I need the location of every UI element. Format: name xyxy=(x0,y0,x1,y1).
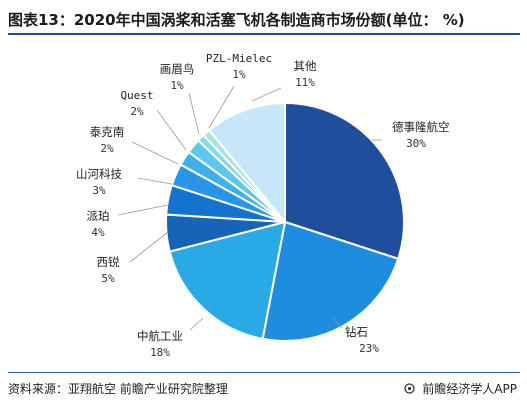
leader-line xyxy=(208,85,235,129)
slice-label: 德事隆航空 xyxy=(392,120,450,134)
leader-line xyxy=(332,317,343,329)
slice-label: 西锐 xyxy=(97,255,120,269)
leader-line xyxy=(131,141,179,165)
title-divider xyxy=(8,33,520,35)
slice-value-label: 2% xyxy=(130,105,144,118)
pie-slice xyxy=(284,101,405,261)
leader-line xyxy=(129,231,169,263)
slice-value-label: 4% xyxy=(91,226,105,239)
leader-line xyxy=(137,177,173,185)
leader-line xyxy=(189,317,204,331)
slice-value-label: 18% xyxy=(150,346,170,359)
slice-label: 画眉鸟 xyxy=(160,62,195,76)
slice-label: 其他 xyxy=(294,59,317,73)
slice-value-label: 2% xyxy=(100,142,114,155)
slice-label: 派珀 xyxy=(87,209,110,223)
slice-value-label: 3% xyxy=(92,184,106,197)
circle-logo-icon xyxy=(404,382,419,396)
slice-value-label: 30% xyxy=(406,137,426,150)
brand-name: 前瞻经济学人APP xyxy=(422,382,517,396)
source-note: 资料来源：亚翔航空 前瞻产业研究院整理 xyxy=(8,382,228,396)
slice-label: Quest xyxy=(120,89,153,102)
leader-line xyxy=(156,109,187,151)
chart-title: 图表13：2020年中国涡桨和活塞飞机各制造商市场份额(单位： %) xyxy=(8,11,465,29)
slice-value-label: 5% xyxy=(101,272,115,285)
pie-slice xyxy=(261,220,400,342)
slice-value-label: 23% xyxy=(359,342,379,355)
slice-value-label: 1% xyxy=(170,79,184,92)
slice-label: 中航工业 xyxy=(137,329,183,343)
slice-label: 山河科技 xyxy=(76,167,122,181)
pie-slice xyxy=(207,101,286,225)
slice-value-label: 11% xyxy=(295,76,315,89)
slice-label: PZL-Mielec xyxy=(206,52,272,65)
footer-divider xyxy=(8,372,520,373)
slice-value-label: 1% xyxy=(232,68,246,81)
slice-label: 钻石 xyxy=(345,325,368,339)
leader-line xyxy=(188,92,200,135)
brand-credit: 前瞻经济学人APP xyxy=(404,380,517,397)
leader-line xyxy=(117,204,169,216)
pie-slice xyxy=(168,220,287,341)
slice-label: 泰克南 xyxy=(90,125,125,139)
leader-line xyxy=(251,87,282,102)
